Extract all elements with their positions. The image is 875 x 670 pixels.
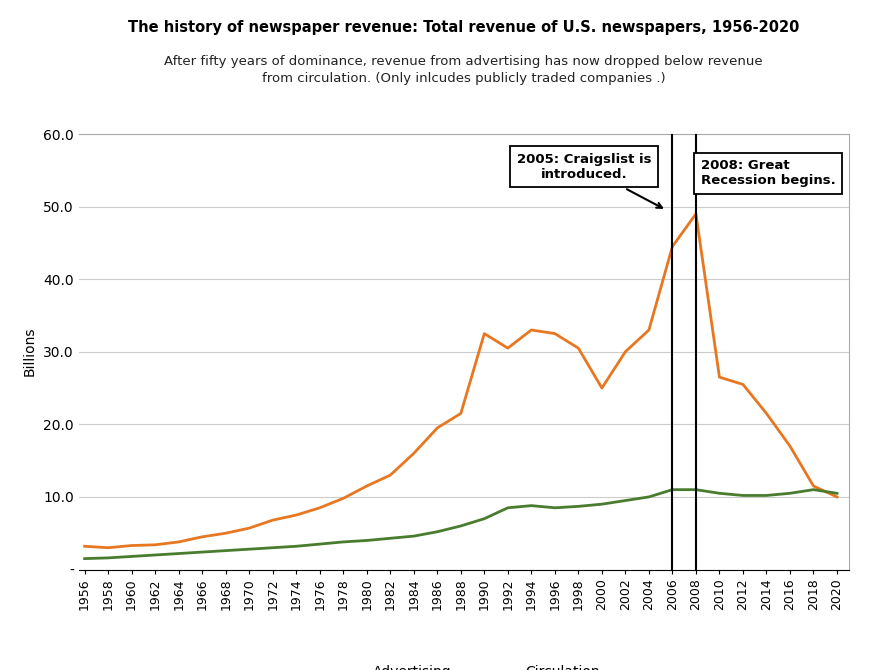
Y-axis label: Billions: Billions <box>22 327 36 377</box>
Text: The history of newspaper revenue: Total revenue of U.S. newspapers, 1956-2020: The history of newspaper revenue: Total … <box>128 20 800 35</box>
Text: After fifty years of dominance, revenue from advertising has now dropped below r: After fifty years of dominance, revenue … <box>164 55 763 86</box>
Text: 2008: Great
Recession begins.: 2008: Great Recession begins. <box>701 159 836 188</box>
Legend: Advertising, Circulation: Advertising, Circulation <box>322 659 606 670</box>
Text: 2005: Craigslist is
introduced.: 2005: Craigslist is introduced. <box>517 153 662 208</box>
